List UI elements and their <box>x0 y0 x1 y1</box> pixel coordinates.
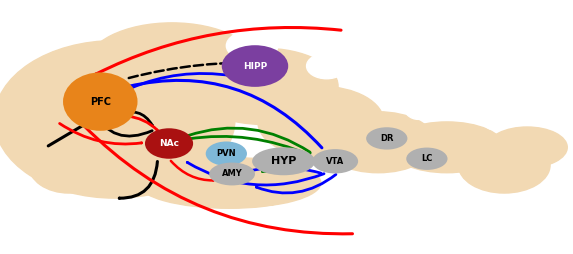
FancyArrowPatch shape <box>96 27 341 74</box>
Ellipse shape <box>189 48 338 124</box>
FancyArrowPatch shape <box>128 80 322 148</box>
Text: VTA: VTA <box>326 157 344 166</box>
Ellipse shape <box>366 127 407 150</box>
Text: PFC: PFC <box>90 97 111 107</box>
Ellipse shape <box>222 45 288 87</box>
Ellipse shape <box>258 86 384 157</box>
Text: PVN: PVN <box>217 149 236 158</box>
Ellipse shape <box>307 53 347 79</box>
Ellipse shape <box>63 72 138 131</box>
FancyArrowPatch shape <box>93 111 152 136</box>
Ellipse shape <box>487 127 567 168</box>
Ellipse shape <box>252 147 315 175</box>
Ellipse shape <box>404 94 433 119</box>
Ellipse shape <box>406 148 448 170</box>
FancyArrowPatch shape <box>129 63 270 78</box>
Ellipse shape <box>458 137 550 193</box>
FancyArrowPatch shape <box>262 153 310 171</box>
Ellipse shape <box>312 149 358 173</box>
FancyArrowPatch shape <box>130 73 232 88</box>
Text: AMY: AMY <box>222 169 242 179</box>
FancyArrowPatch shape <box>119 162 158 198</box>
FancyArrowPatch shape <box>222 167 321 181</box>
Ellipse shape <box>0 41 235 198</box>
Ellipse shape <box>86 23 258 109</box>
Ellipse shape <box>258 206 315 221</box>
FancyArrowPatch shape <box>60 123 142 144</box>
FancyArrowPatch shape <box>256 174 336 193</box>
Ellipse shape <box>29 137 109 193</box>
Text: HIPP: HIPP <box>243 61 267 71</box>
Ellipse shape <box>481 99 504 130</box>
Ellipse shape <box>206 141 247 166</box>
FancyArrowPatch shape <box>126 116 157 130</box>
FancyArrowPatch shape <box>48 119 93 146</box>
FancyArrowPatch shape <box>187 162 324 185</box>
FancyArrowPatch shape <box>84 125 352 234</box>
Text: DR: DR <box>380 134 394 143</box>
FancyArrowPatch shape <box>188 136 310 155</box>
Ellipse shape <box>209 163 255 185</box>
Ellipse shape <box>145 128 193 159</box>
Ellipse shape <box>138 157 321 208</box>
Text: LC: LC <box>421 154 433 163</box>
Text: HYP: HYP <box>271 156 296 166</box>
FancyArrowPatch shape <box>117 112 152 125</box>
Ellipse shape <box>321 112 435 173</box>
Text: NAc: NAc <box>159 139 179 148</box>
Ellipse shape <box>226 30 278 61</box>
Ellipse shape <box>390 122 504 173</box>
FancyArrowPatch shape <box>188 128 310 152</box>
FancyArrowPatch shape <box>171 161 213 181</box>
